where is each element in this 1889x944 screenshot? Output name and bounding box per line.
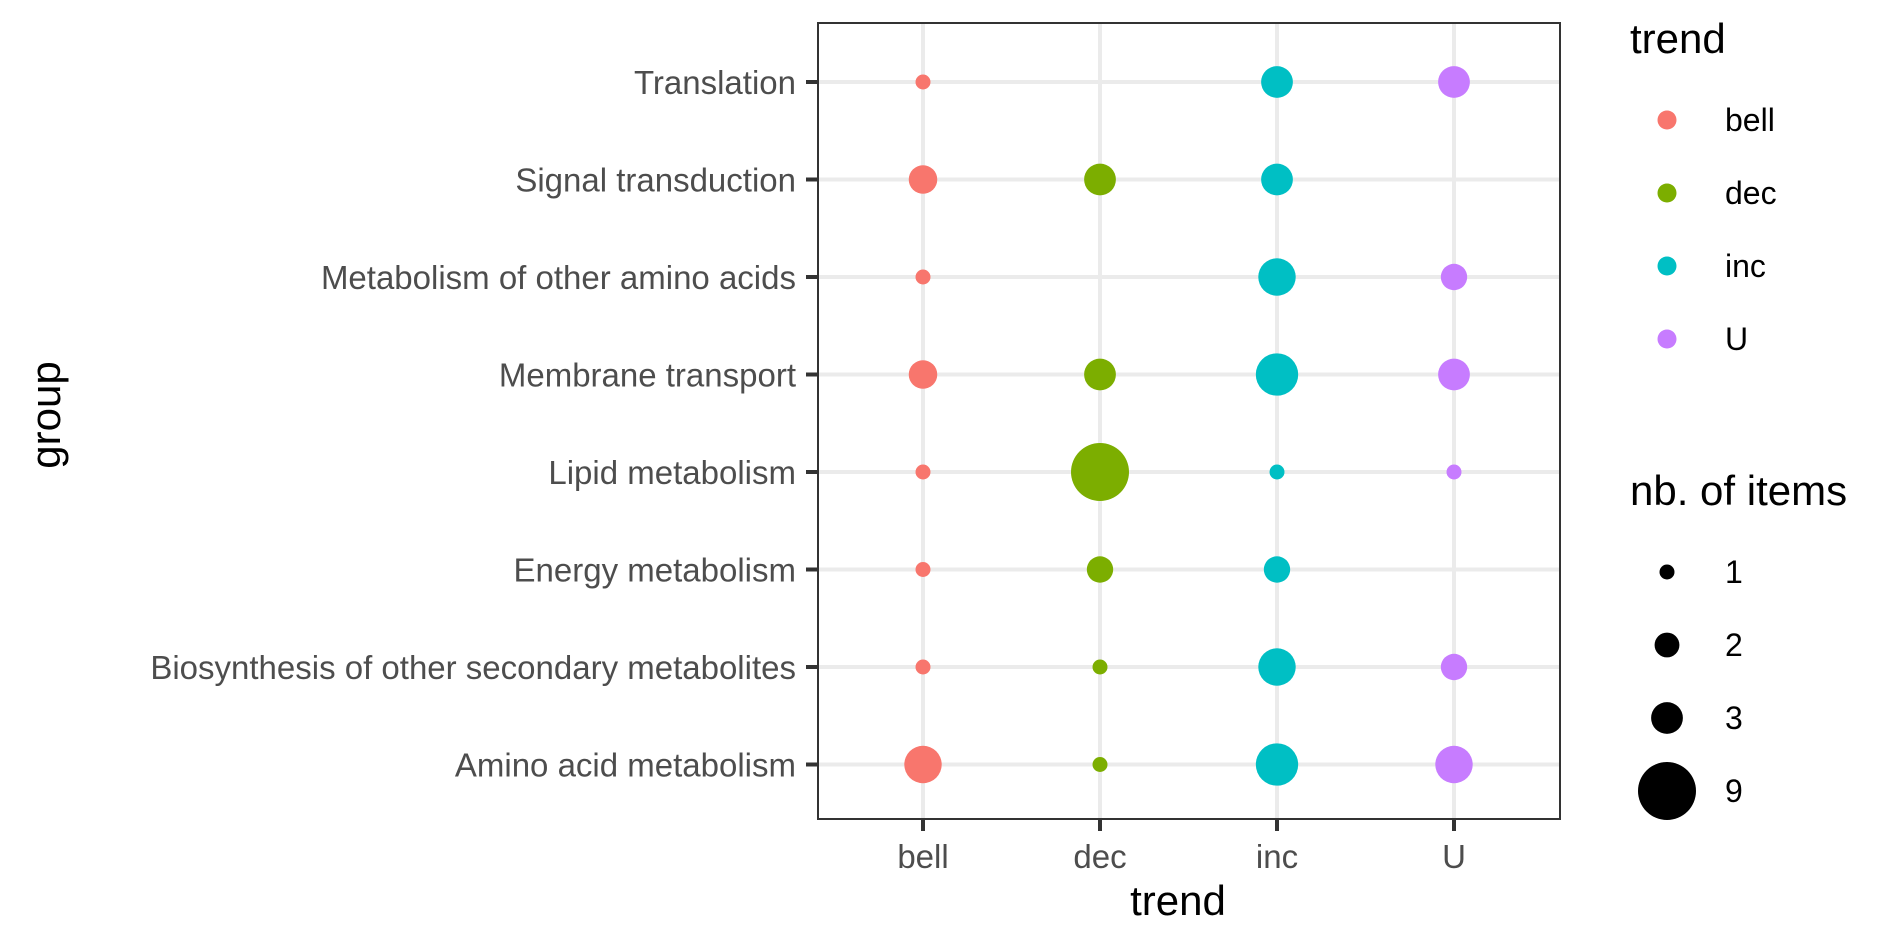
point-lipid-metabolism-inc bbox=[1269, 464, 1285, 480]
y-tick-label-signal-transduction: Signal transduction bbox=[515, 162, 796, 199]
legend-color-title: trend bbox=[1630, 15, 1726, 62]
point-membrane-transport-dec bbox=[1084, 358, 1116, 391]
point-signal-transduction-dec bbox=[1084, 163, 1116, 196]
legend-size-title: nb. of items bbox=[1630, 467, 1847, 514]
point-translation-u bbox=[1438, 66, 1470, 98]
legend-size-key-1 bbox=[1659, 564, 1675, 580]
point-amino-acid-metabolism-dec bbox=[1092, 757, 1108, 772]
point-biosynthesis-of-other-secondary-metabolites-bell bbox=[915, 659, 931, 675]
legend-color-key-dec bbox=[1657, 183, 1677, 203]
legend-size-key-3 bbox=[1651, 702, 1683, 734]
y-tick-label-membrane-transport: Membrane transport bbox=[499, 357, 796, 394]
point-energy-metabolism-dec bbox=[1086, 556, 1114, 583]
y-tick-label-amino-acid-metabolism: Amino acid metabolism bbox=[455, 747, 796, 784]
point-signal-transduction-bell bbox=[908, 165, 938, 194]
x-tick-label-dec: dec bbox=[1073, 838, 1126, 875]
point-amino-acid-metabolism-u bbox=[1435, 745, 1473, 784]
point-membrane-transport-bell bbox=[908, 360, 938, 389]
legend: trend bell dec inc Unb. of items 1 2 3 9 bbox=[1630, 15, 1847, 820]
point-metabolism-of-other-amino-acids-u bbox=[1440, 263, 1468, 291]
y-tick-label-lipid-metabolism: Lipid metabolism bbox=[548, 454, 796, 491]
point-energy-metabolism-bell bbox=[915, 562, 931, 577]
point-membrane-transport-inc bbox=[1255, 353, 1299, 396]
legend-color-key-bell bbox=[1657, 110, 1677, 130]
legend-color-label-u: U bbox=[1725, 321, 1748, 357]
legend-color-label-inc: inc bbox=[1725, 248, 1766, 284]
legend-color-label-dec: dec bbox=[1725, 175, 1777, 211]
y-tick-label-metabolism-of-other-amino-acids: Metabolism of other amino acids bbox=[321, 259, 796, 296]
legend-size-label-2: 2 bbox=[1725, 627, 1743, 663]
point-metabolism-of-other-amino-acids-inc bbox=[1258, 258, 1296, 296]
legend-size-label-9: 9 bbox=[1725, 773, 1743, 809]
x-tick-label-bell: bell bbox=[897, 838, 948, 875]
legend-size-label-1: 1 bbox=[1725, 554, 1743, 590]
legend-size-key-9 bbox=[1638, 762, 1696, 820]
point-amino-acid-metabolism-inc bbox=[1255, 743, 1299, 786]
y-tick-label-biosynthesis-of-other-secondary-metabolites: Biosynthesis of other secondary metaboli… bbox=[150, 649, 796, 686]
point-membrane-transport-u bbox=[1438, 358, 1470, 391]
point-translation-inc bbox=[1261, 66, 1293, 98]
point-biosynthesis-of-other-secondary-metabolites-inc bbox=[1258, 648, 1296, 686]
point-amino-acid-metabolism-bell bbox=[904, 745, 942, 784]
point-lipid-metabolism-dec bbox=[1071, 443, 1129, 501]
plot-panel-border bbox=[817, 22, 1561, 820]
point-biosynthesis-of-other-secondary-metabolites-dec bbox=[1092, 659, 1108, 675]
point-lipid-metabolism-bell bbox=[915, 464, 931, 480]
point-lipid-metabolism-u bbox=[1446, 464, 1462, 480]
x-tick-label-inc: inc bbox=[1256, 838, 1298, 875]
x-tick-label-u: U bbox=[1442, 838, 1466, 875]
legend-color-key-inc bbox=[1657, 256, 1677, 276]
legend-color-label-bell: bell bbox=[1725, 102, 1775, 138]
point-translation-bell bbox=[915, 74, 931, 90]
point-energy-metabolism-inc bbox=[1263, 556, 1291, 583]
legend-size-key-2 bbox=[1654, 632, 1680, 658]
x-axis-title: trend bbox=[1130, 877, 1226, 924]
y-tick-label-translation: Translation bbox=[634, 64, 796, 101]
legend-color-key-u bbox=[1657, 329, 1677, 349]
y-tick-label-energy-metabolism: Energy metabolism bbox=[514, 552, 796, 589]
y-axis-title: group bbox=[22, 361, 69, 468]
point-signal-transduction-inc bbox=[1261, 163, 1293, 196]
point-biosynthesis-of-other-secondary-metabolites-u bbox=[1440, 653, 1468, 681]
legend-size-label-3: 3 bbox=[1725, 700, 1743, 736]
point-metabolism-of-other-amino-acids-bell bbox=[915, 269, 931, 285]
plot-area: Translation Signal transduction Metabolism… bbox=[150, 22, 1561, 875]
